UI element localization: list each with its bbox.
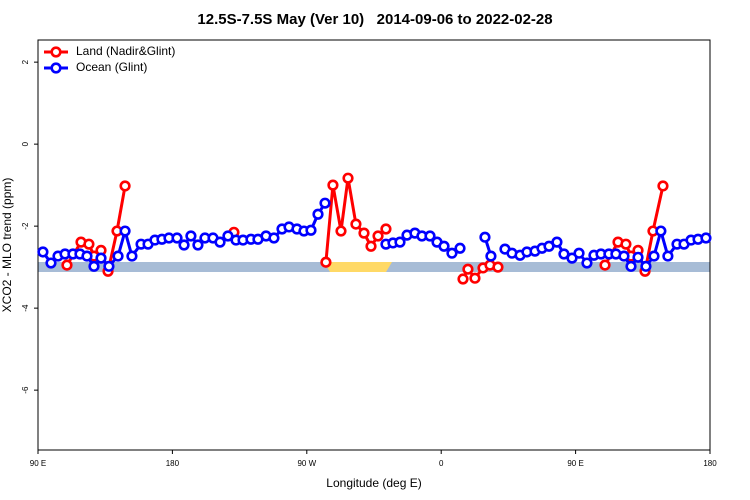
x-axis-label: Longitude (deg E)	[326, 476, 421, 490]
data-point	[103, 260, 115, 272]
legend-marker	[50, 46, 62, 58]
legend-marker	[50, 62, 62, 74]
data-point	[479, 231, 491, 243]
data-point	[462, 263, 474, 275]
chart-title: 12.5S-7.5S May (Ver 10) 2014-09-06 to 20…	[197, 11, 552, 28]
data-point	[37, 246, 49, 258]
data-point	[119, 225, 131, 237]
data-point	[551, 236, 563, 248]
data-point	[83, 238, 95, 250]
surface-band	[38, 262, 710, 272]
y-tick-label: -6	[21, 386, 30, 394]
data-point	[394, 236, 406, 248]
data-point	[372, 230, 384, 242]
x-tick-label: 90 E	[30, 459, 46, 468]
data-point	[424, 230, 436, 242]
data-point	[581, 257, 593, 269]
data-point	[178, 239, 190, 251]
data-point	[358, 227, 370, 239]
y-tick-label: 0	[21, 141, 30, 146]
y-tick-label: -4	[21, 304, 30, 312]
x-tick-label: 90 W	[297, 459, 316, 468]
land-band	[324, 262, 392, 272]
data-point	[327, 179, 339, 191]
data-point	[214, 236, 226, 248]
data-point	[112, 250, 124, 262]
data-point	[192, 239, 204, 251]
data-point	[700, 232, 712, 244]
data-point	[457, 273, 469, 285]
data-point	[95, 252, 107, 264]
data-point	[648, 250, 660, 262]
data-point	[625, 260, 637, 272]
data-point	[485, 250, 497, 262]
data-point	[171, 232, 183, 244]
data-point	[380, 223, 392, 235]
y-axis-label: XCO2 - MLO trend (ppm)	[0, 178, 14, 313]
data-point	[618, 250, 630, 262]
data-point	[312, 208, 324, 220]
data-point	[320, 256, 332, 268]
data-point	[662, 250, 674, 262]
data-point	[319, 197, 331, 209]
data-point	[126, 250, 138, 262]
x-tick-label: 180	[166, 459, 180, 468]
data-point	[566, 252, 578, 264]
data-point	[365, 240, 377, 252]
data-point	[454, 242, 466, 254]
data-point	[446, 247, 458, 259]
legend-label: Ocean (Glint)	[76, 60, 147, 74]
data-point	[45, 257, 57, 269]
data-point	[620, 238, 632, 250]
data-point	[119, 180, 131, 192]
data-point	[305, 224, 317, 236]
plot-frame	[37, 39, 711, 451]
data-point	[469, 272, 481, 284]
y-tick-label: -2	[21, 222, 30, 230]
data-point	[350, 218, 362, 230]
x-tick-label: 90 E	[567, 459, 583, 468]
y-tick-label: 2	[21, 59, 30, 64]
data-point	[573, 247, 585, 259]
data-point	[657, 180, 669, 192]
x-tick-label: 180	[703, 459, 717, 468]
data-point	[268, 232, 280, 244]
legend-label: Land (Nadir&Glint)	[76, 44, 175, 58]
data-point	[185, 230, 197, 242]
data-point	[342, 172, 354, 184]
data-point	[640, 260, 652, 272]
data-point	[61, 259, 73, 271]
x-tick-label: 0	[439, 459, 444, 468]
data-point	[632, 251, 644, 263]
data-point	[88, 260, 100, 272]
data-point	[438, 240, 450, 252]
data-point	[335, 225, 347, 237]
data-point	[599, 259, 611, 271]
data-point	[655, 225, 667, 237]
data-point	[81, 250, 93, 262]
data-point	[492, 261, 504, 273]
